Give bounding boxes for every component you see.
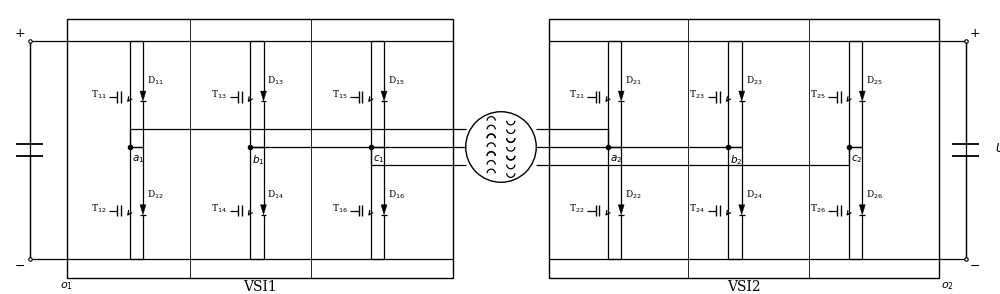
Text: $o_2$: $o_2$: [941, 280, 954, 292]
Polygon shape: [381, 91, 387, 101]
Text: T$_{13}$: T$_{13}$: [211, 89, 227, 101]
Polygon shape: [140, 205, 146, 215]
Text: T$_{14}$: T$_{14}$: [211, 203, 227, 215]
Text: D$_{11}$: D$_{11}$: [147, 75, 164, 87]
Text: VSI1: VSI1: [243, 280, 277, 294]
Text: $b_1$: $b_1$: [252, 153, 265, 167]
Text: +: +: [14, 27, 25, 40]
Text: $a_2$: $a_2$: [610, 153, 622, 165]
Text: D$_{12}$: D$_{12}$: [147, 188, 164, 201]
Text: $a_1$: $a_1$: [132, 153, 144, 165]
Text: D$_{25}$: D$_{25}$: [866, 75, 883, 87]
Text: T$_{24}$: T$_{24}$: [689, 203, 705, 215]
Polygon shape: [140, 91, 146, 101]
Polygon shape: [859, 91, 865, 101]
Text: +: +: [970, 27, 981, 40]
Polygon shape: [618, 205, 624, 215]
Text: T$_{22}$: T$_{22}$: [569, 203, 585, 215]
Text: T$_{25}$: T$_{25}$: [810, 89, 826, 101]
Text: T$_{21}$: T$_{21}$: [569, 89, 585, 101]
Text: D$_{21}$: D$_{21}$: [625, 75, 642, 87]
Text: $o_1$: $o_1$: [60, 280, 73, 292]
Text: D$_{22}$: D$_{22}$: [625, 188, 642, 201]
Bar: [549, 19, 939, 278]
Text: D$_{13}$: D$_{13}$: [267, 75, 284, 87]
Polygon shape: [261, 205, 266, 215]
Text: D$_{16}$: D$_{16}$: [388, 188, 405, 201]
Text: D$_{14}$: D$_{14}$: [267, 188, 284, 201]
Text: −: −: [970, 260, 981, 273]
Polygon shape: [739, 91, 745, 101]
Text: D$_{15}$: D$_{15}$: [388, 75, 405, 87]
Text: $c_2$: $c_2$: [851, 153, 862, 165]
Text: −: −: [15, 260, 25, 273]
Polygon shape: [859, 205, 865, 215]
Polygon shape: [739, 205, 745, 215]
Polygon shape: [261, 91, 266, 101]
Text: VSI2: VSI2: [727, 280, 761, 294]
Text: $U_{\rm dc2}$: $U_{\rm dc2}$: [995, 142, 1000, 158]
Text: T$_{11}$: T$_{11}$: [91, 89, 106, 101]
Text: D$_{23}$: D$_{23}$: [746, 75, 762, 87]
Text: T$_{12}$: T$_{12}$: [91, 203, 106, 215]
Text: T$_{26}$: T$_{26}$: [810, 203, 826, 215]
Text: D$_{26}$: D$_{26}$: [866, 188, 883, 201]
Text: $b_2$: $b_2$: [730, 153, 743, 167]
Polygon shape: [618, 91, 624, 101]
Bar: [67, 19, 453, 278]
Text: T$_{23}$: T$_{23}$: [689, 89, 705, 101]
Text: D$_{24}$: D$_{24}$: [746, 188, 763, 201]
Text: T$_{15}$: T$_{15}$: [332, 89, 347, 101]
Polygon shape: [381, 205, 387, 215]
Text: T$_{16}$: T$_{16}$: [332, 203, 347, 215]
Text: $c_1$: $c_1$: [373, 153, 384, 165]
